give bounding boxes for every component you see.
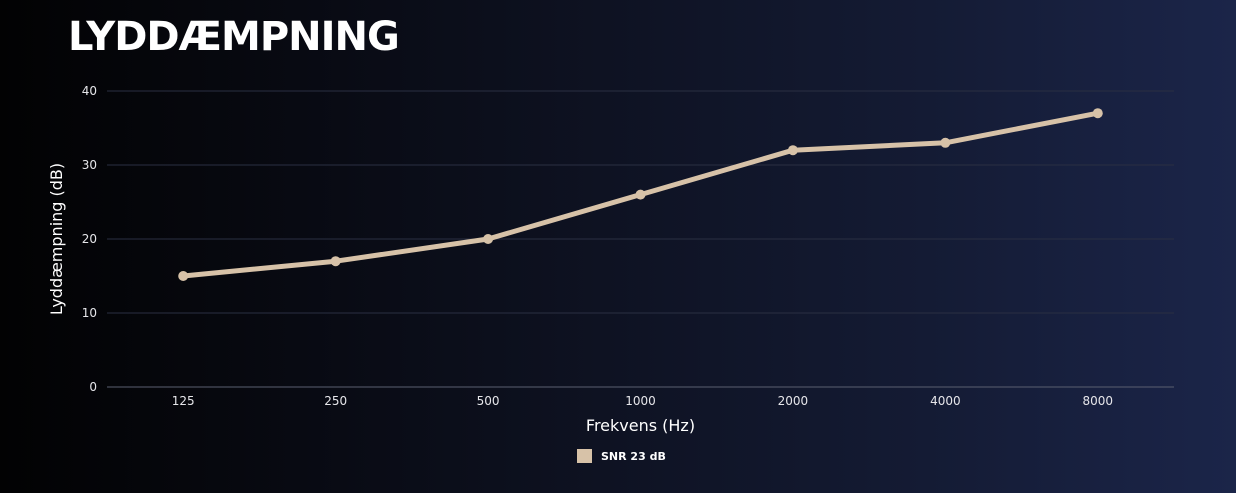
x-axis-ticks: 125 250 500 1000 2000 4000 8000	[172, 394, 1113, 408]
x-tick-label: 250	[324, 394, 347, 408]
y-tick-label: 30	[82, 158, 97, 172]
y-axis-label: Lyddæmpning (dB)	[47, 163, 66, 315]
legend-label[interactable]: SNR 23 dB	[601, 450, 666, 463]
y-tick-label: 10	[82, 306, 97, 320]
x-axis-label: Frekvens (Hz)	[586, 416, 695, 435]
data-point	[483, 234, 494, 244]
y-tick-label: 0	[89, 380, 97, 394]
data-point	[1092, 108, 1103, 119]
data-point	[787, 145, 798, 156]
legend-swatch[interactable]	[577, 449, 592, 463]
y-tick-label: 40	[82, 84, 97, 98]
data-point	[178, 271, 189, 281]
x-tick-label: 500	[477, 394, 500, 408]
grid-lines	[107, 90, 1174, 388]
page-title: LYDDÆMPNING	[68, 14, 400, 60]
x-tick-label: 8000	[1083, 394, 1114, 408]
y-tick-label: 20	[82, 232, 97, 246]
x-tick-label: 4000	[930, 394, 961, 408]
x-tick-label: 1000	[625, 394, 656, 408]
series-layer	[178, 108, 1103, 281]
x-tick-label: 2000	[778, 394, 809, 408]
data-point	[330, 256, 341, 267]
y-axis-ticks: 0 10 20 30 40	[82, 84, 97, 394]
legend[interactable]: SNR 23 dB	[577, 449, 666, 463]
x-tick-label: 125	[172, 394, 195, 408]
data-point	[940, 137, 951, 148]
data-point	[635, 189, 646, 200]
